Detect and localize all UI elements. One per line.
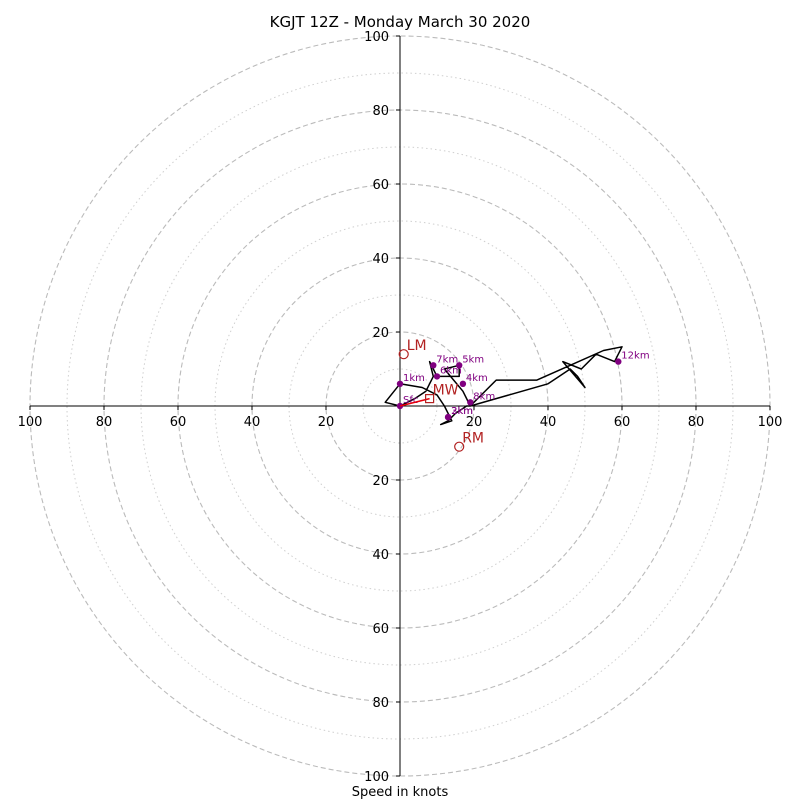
y-tick-label: 100: [364, 30, 389, 45]
height-point-label: 3km: [451, 406, 473, 417]
tick-labels: 100 100 80 80 60 60 40 40 20 20 20 20 40 40 60 60 80 80 10…: [18, 30, 783, 785]
x-tick-label: 100: [18, 415, 43, 430]
height-point: [615, 358, 622, 365]
height-point-label: 12km: [621, 351, 649, 362]
chart-title: KGJT 12Z - Monday March 30 2020: [270, 13, 531, 31]
mean-wind-vector: [399, 397, 430, 407]
height-point: [396, 380, 404, 387]
x-tick-label: 80: [96, 415, 113, 430]
height-point: [459, 380, 467, 387]
height-point-label: 5km: [462, 354, 484, 365]
height-point: [433, 373, 441, 380]
y-tick-label: 20: [372, 474, 389, 489]
y-tick-label: 60: [372, 622, 389, 637]
height-point-label: 1km: [403, 373, 425, 384]
x-tick-label: 100: [758, 415, 783, 430]
mw-label: MW: [433, 383, 459, 399]
storm-motion-markers: LM RM MW: [398, 338, 484, 452]
height-point-label: Sfc: [403, 395, 418, 406]
height-point-label: 7km: [436, 354, 458, 365]
height-point-label: 6km: [440, 365, 462, 376]
height-point-label: 8km: [473, 391, 495, 402]
y-tick-label: 80: [372, 104, 389, 119]
y-tick-label: 20: [372, 326, 389, 341]
y-tick-label: 100: [364, 770, 389, 785]
x-tick-label: 60: [170, 415, 187, 430]
y-tick-label: 40: [372, 548, 389, 563]
height-point: [444, 413, 452, 421]
height-point-label: 4km: [466, 373, 488, 384]
lm-label: LM: [407, 338, 427, 354]
x-tick-label: 20: [318, 415, 335, 430]
x-tick-label: 40: [244, 415, 261, 430]
x-tick-label: 40: [540, 415, 557, 430]
rm-marker: [454, 441, 465, 452]
x-tick-label: 20: [466, 415, 483, 430]
y-tick-label: 60: [372, 178, 389, 193]
x-axis-label: Speed in knots: [352, 785, 449, 800]
rm-label: RM: [462, 431, 484, 447]
x-tick-label: 80: [688, 415, 705, 430]
hodograph-trace: [384, 346, 623, 426]
mean-wind-marker: [425, 394, 435, 404]
height-point-label: 2km: [451, 406, 473, 417]
hodograph-line: [384, 346, 623, 426]
height-point: [467, 399, 474, 406]
x-tick-label: 60: [614, 415, 631, 430]
y-tick-label: 40: [372, 252, 389, 267]
height-point: [430, 362, 437, 369]
lm-marker: [398, 349, 409, 360]
height-point: [456, 362, 463, 369]
y-tick-label: 80: [372, 696, 389, 711]
